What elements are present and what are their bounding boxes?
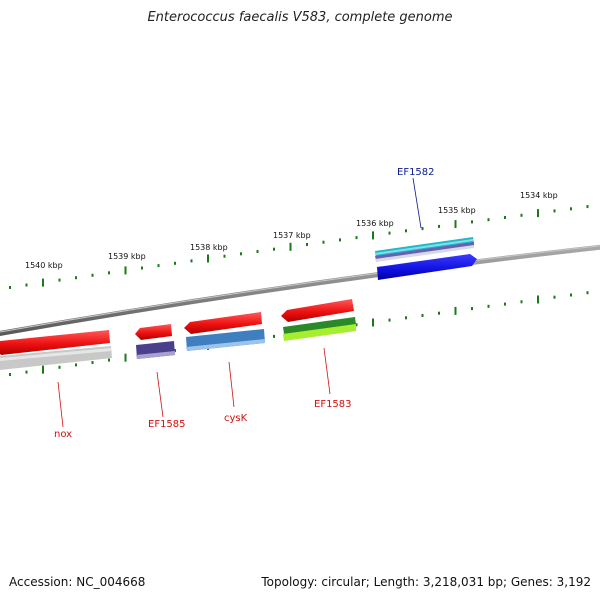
gene-cysK[interactable] bbox=[184, 312, 265, 351]
outer-track-tick bbox=[256, 250, 259, 253]
gene-nox[interactable] bbox=[0, 330, 112, 370]
pointer-EF1583 bbox=[323, 347, 331, 395]
inner-track-tick bbox=[174, 349, 176, 353]
outer-track-tick bbox=[273, 247, 275, 251]
scale-label-1535: 1535 kbp bbox=[438, 206, 476, 215]
inner-track-tick bbox=[586, 291, 589, 295]
inner-track-tick bbox=[58, 365, 61, 369]
inner-track-tick bbox=[25, 370, 28, 374]
pointer-EF1585 bbox=[156, 371, 164, 418]
outer-track-tick bbox=[553, 209, 556, 213]
accession-text: Accession: NC_004668 bbox=[9, 575, 146, 589]
outer-tick-track bbox=[9, 205, 589, 289]
inner-track-tick bbox=[124, 353, 127, 362]
pointer-nox bbox=[57, 381, 64, 428]
gene-label-EF1585[interactable]: EF1585 bbox=[148, 419, 186, 430]
gene-EF1585[interactable] bbox=[135, 324, 175, 359]
outer-track-tick bbox=[9, 286, 11, 289]
inner-track-tick bbox=[75, 363, 77, 367]
inner-track-tick bbox=[9, 373, 11, 376]
gene-label-EF1583[interactable]: EF1583 bbox=[314, 399, 352, 410]
pointer-EF1582 bbox=[412, 177, 422, 229]
outer-track-tick bbox=[42, 278, 44, 287]
scale-label-1537: 1537 kbp bbox=[273, 231, 311, 240]
gene-EF1582[interactable] bbox=[375, 237, 477, 280]
outer-track-tick bbox=[487, 218, 490, 222]
scale-label-1538: 1538 kbp bbox=[190, 243, 228, 252]
inner-track-tick bbox=[471, 307, 473, 311]
pointer-cysK bbox=[228, 361, 235, 408]
outer-track-tick bbox=[570, 207, 572, 211]
outer-track-tick bbox=[289, 242, 292, 251]
outer-track-tick bbox=[421, 227, 424, 231]
inner-track-tick bbox=[388, 318, 391, 322]
outer-track-tick bbox=[355, 236, 358, 240]
outer-track-tick bbox=[504, 216, 506, 219]
inner-track-tick bbox=[487, 304, 490, 308]
inner-track-tick bbox=[504, 302, 506, 306]
outer-track-tick bbox=[372, 231, 374, 240]
outer-track-tick bbox=[141, 266, 143, 270]
inner-track-tick bbox=[537, 295, 539, 304]
outer-track-tick bbox=[306, 243, 308, 246]
genome-backbone-highlight bbox=[0, 245, 600, 333]
gene-label-nox[interactable]: nox bbox=[54, 429, 72, 440]
outer-track-tick bbox=[240, 252, 242, 256]
gene-label-cysK[interactable]: cysK bbox=[224, 413, 248, 424]
outer-track-tick bbox=[25, 283, 28, 287]
outer-track-tick bbox=[405, 229, 407, 233]
genome-backbone bbox=[0, 244, 600, 337]
outer-track-tick bbox=[124, 266, 127, 275]
outer-track-tick bbox=[454, 220, 457, 229]
scale-label-1534: 1534 kbp bbox=[520, 191, 558, 200]
outer-track-tick bbox=[471, 220, 473, 224]
scale-label-1540: 1540 kbp bbox=[25, 261, 63, 270]
outer-track-tick bbox=[58, 278, 61, 282]
inner-track-tick bbox=[91, 361, 94, 364]
outer-track-tick bbox=[108, 271, 110, 275]
outer-track-tick bbox=[190, 259, 193, 263]
inner-track-tick bbox=[438, 311, 440, 315]
inner-track-tick bbox=[570, 293, 572, 297]
inner-track-tick bbox=[520, 300, 523, 304]
topology-summary: Topology: circular; Length: 3,218,031 bp… bbox=[261, 575, 591, 589]
outer-track-tick bbox=[207, 254, 209, 263]
outer-track-tick bbox=[388, 231, 391, 235]
outer-track-tick bbox=[339, 238, 341, 242]
outer-track-tick bbox=[91, 273, 94, 277]
inner-track-tick bbox=[405, 316, 407, 320]
gene-EF1583[interactable] bbox=[281, 299, 356, 341]
gene-label-EF1582[interactable]: EF1582 bbox=[397, 167, 435, 178]
outer-track-tick bbox=[157, 264, 160, 268]
inner-track-tick bbox=[108, 358, 110, 362]
outer-track-tick bbox=[537, 209, 539, 218]
inner-track-tick bbox=[42, 365, 44, 374]
outer-track-tick bbox=[520, 213, 523, 217]
inner-track-tick bbox=[273, 334, 275, 338]
inner-track-tick bbox=[553, 295, 556, 299]
outer-track-tick bbox=[174, 261, 176, 265]
inner-track-tick bbox=[454, 306, 457, 315]
inner-track-tick bbox=[355, 323, 358, 327]
scale-label-1536: 1536 kbp bbox=[356, 219, 394, 228]
outer-track-tick bbox=[75, 276, 77, 280]
outer-track-tick bbox=[223, 254, 226, 258]
outer-track-tick bbox=[438, 224, 440, 228]
outer-track-tick bbox=[322, 240, 325, 244]
map-title: Enterococcus faecalis V583, complete gen… bbox=[147, 10, 453, 25]
inner-track-tick bbox=[372, 318, 374, 327]
scale-label-1539: 1539 kbp bbox=[108, 252, 146, 261]
outer-track-tick bbox=[586, 205, 589, 209]
inner-track-tick bbox=[421, 314, 424, 317]
